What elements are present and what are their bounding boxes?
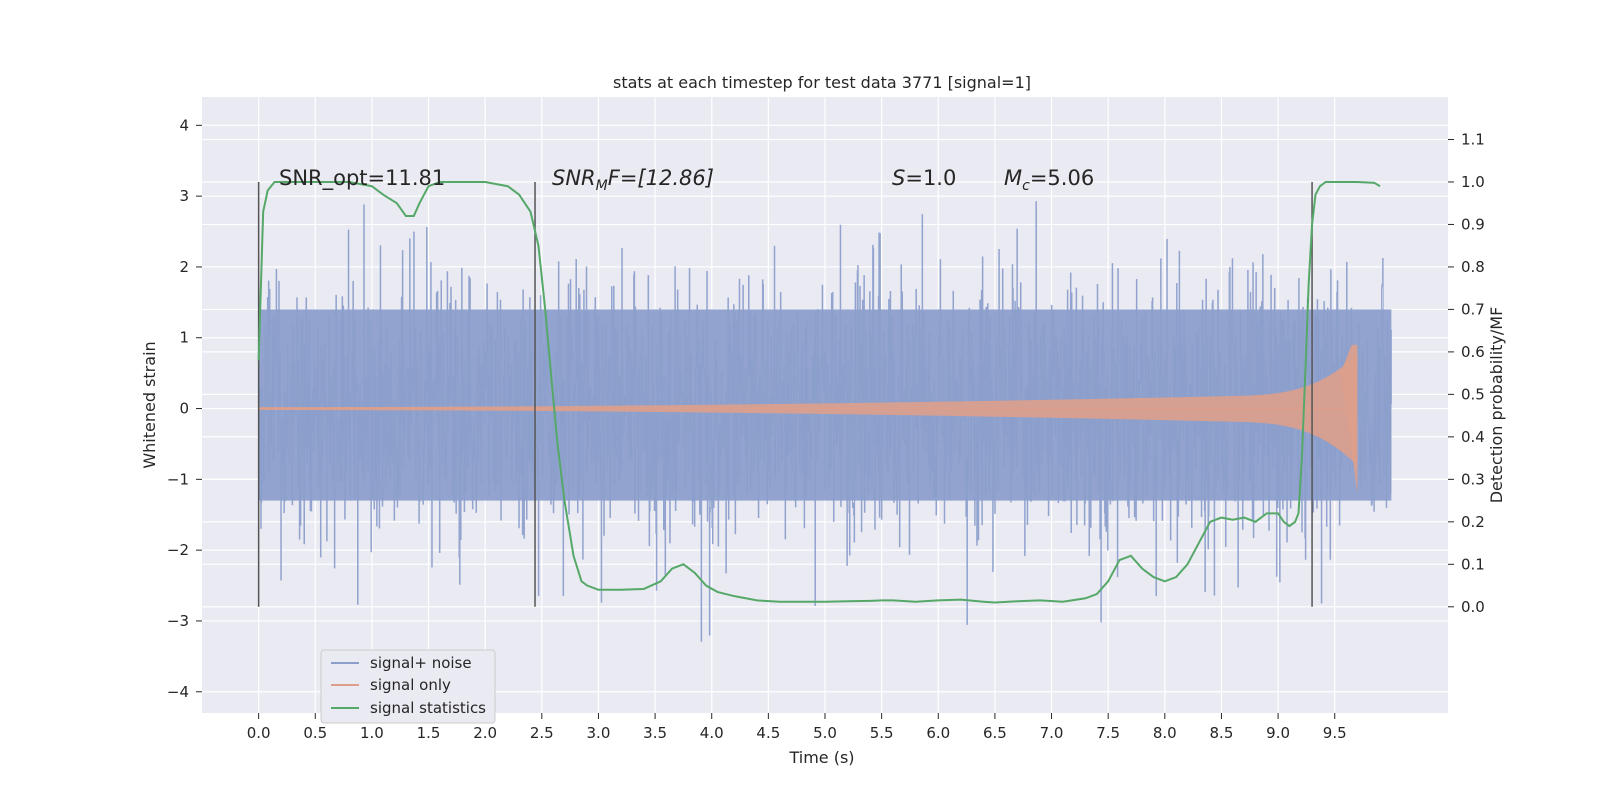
x-tick-label-5: 2.5 (530, 724, 554, 742)
x-tick-label-6: 3.0 (587, 724, 611, 742)
x-tick-label-15: 7.5 (1096, 724, 1120, 742)
y2-tick-label-1: 1.0 (1461, 173, 1485, 191)
snr-mf-base: SNR (552, 166, 596, 190)
legend: signal+ noise signal only signal statist… (320, 649, 496, 724)
x-tick-label-18: 9.0 (1266, 724, 1290, 742)
legend-label-signal-only: signal only (370, 676, 451, 694)
chirp-envelope (258, 354, 1358, 466)
annotation-snr-mf: SNRMF=[12.86] (552, 166, 714, 194)
y2-tick-label-4: 0.7 (1461, 300, 1485, 318)
x-tick-label-8: 4.0 (700, 724, 724, 742)
legend-label-signal-noise: signal+ noise (370, 654, 472, 672)
legend-label-signal-statistics: signal statistics (370, 699, 486, 717)
y2-tick-label-8: 0.3 (1461, 470, 1485, 488)
y2-tick-label-6: 0.5 (1461, 385, 1485, 403)
mc-sub: c (1022, 178, 1030, 194)
y-tick-label-4: 0 (179, 400, 189, 418)
snr-mf-sub: M (596, 178, 608, 194)
y2-axis: 1.1 1.0 0.9 0.8 0.7 0.6 0.5 0.4 0.3 0.2 0.1 0.0 (1448, 130, 1485, 616)
y2-tick-label-11: 0.0 (1461, 598, 1485, 616)
x-tick-label-1: 0.5 (303, 724, 327, 742)
x-tick-label-0: 0.0 (247, 724, 271, 742)
y2-tick-label-5: 0.6 (1461, 343, 1485, 361)
y-axis-title: Whitened strain (140, 341, 159, 468)
x-tick-label-11: 5.5 (870, 724, 894, 742)
x-tick-label-12: 6.0 (926, 724, 950, 742)
y-tick-label-0: 4 (179, 116, 189, 134)
mc-rest: =5.06 (1030, 166, 1094, 190)
y2-tick-label-0: 1.1 (1461, 130, 1485, 148)
noise-trace (258, 201, 1392, 642)
x-tick-label-7: 3.5 (643, 724, 667, 742)
signal-statistics-line (257, 180, 1381, 604)
x-axis-title: Time (s) (788, 748, 854, 767)
x-tick-label-19: 9.5 (1323, 724, 1347, 742)
x-axis: 0.0 0.5 1.0 1.5 2.0 2.5 3.0 3.5 4.0 4.5 5.0 5.5 6.0 6… (247, 713, 1347, 742)
y2-tick-label-7: 0.4 (1461, 428, 1485, 446)
y-tick-label-3: 1 (179, 329, 189, 347)
x-tick-label-16: 8.0 (1153, 724, 1177, 742)
signal-only-series (258, 344, 1358, 494)
x-tick-label-4: 2.0 (473, 724, 497, 742)
chirp-merger (1340, 344, 1358, 494)
annotation-snr-opt: SNR_opt=11.81 (279, 166, 445, 191)
x-tick-label-10: 5.0 (813, 724, 837, 742)
x-tick-label-3: 1.5 (417, 724, 441, 742)
y2-tick-label-3: 0.8 (1461, 258, 1485, 276)
y2-tick-label-10: 0.1 (1461, 555, 1485, 573)
x-tick-label-13: 6.5 (983, 724, 1007, 742)
y2-tick-label-2: 0.9 (1461, 215, 1485, 233)
vertical-markers (257, 181, 1313, 607)
s-base: S (892, 166, 905, 190)
y-tick-label-1: 3 (179, 187, 189, 205)
s-rest: =1.0 (905, 166, 956, 190)
y-tick-label-5: −1 (167, 470, 189, 488)
chart-title: stats at each timestep for test data 377… (613, 73, 1031, 92)
y-tick-label-2: 2 (179, 258, 189, 276)
mc-base: M (1004, 166, 1022, 190)
annotation-mc: Mc=5.06 (1004, 166, 1094, 194)
snr-mf-rest: F=[12.86] (608, 166, 714, 190)
x-tick-label-17: 8.5 (1210, 724, 1234, 742)
legend-box (320, 649, 496, 724)
annotation-s: S=1.0 (892, 166, 956, 190)
y-tick-label-8: −4 (167, 683, 189, 701)
x-tick-label-2: 1.0 (360, 724, 384, 742)
x-tick-label-9: 4.5 (756, 724, 780, 742)
x-tick-label-14: 7.0 (1040, 724, 1064, 742)
y-tick-label-7: −3 (167, 612, 189, 630)
y-tick-label-6: −2 (167, 541, 189, 559)
y-axis: 4 3 2 1 0 −1 −2 −3 −4 (167, 116, 202, 701)
y2-axis-title: Detection probability/MF (1487, 307, 1506, 504)
y2-tick-label-9: 0.2 (1461, 513, 1485, 531)
